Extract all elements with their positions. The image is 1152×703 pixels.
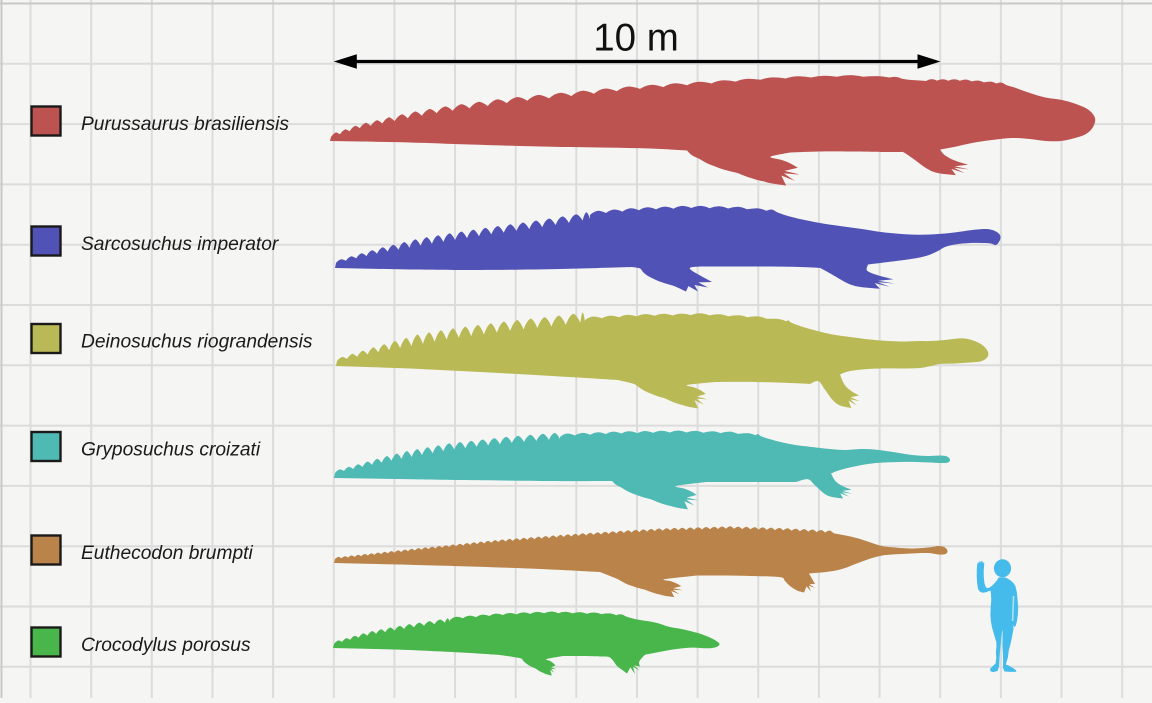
svg-text:Sarcosuchus imperator: Sarcosuchus imperator [81, 234, 280, 255]
svg-text:Gryposuchus croizati: Gryposuchus croizati [81, 440, 261, 461]
svg-text:Deinosuchus riograndensis: Deinosuchus riograndensis [81, 332, 313, 353]
svg-text:Euthecodon brumpti: Euthecodon brumpti [81, 543, 253, 564]
svg-text:Crocodylus porosus: Crocodylus porosus [81, 635, 251, 656]
svg-text:10 m: 10 m [593, 17, 679, 60]
svg-text:Purussaurus brasiliensis: Purussaurus brasiliensis [81, 114, 289, 135]
